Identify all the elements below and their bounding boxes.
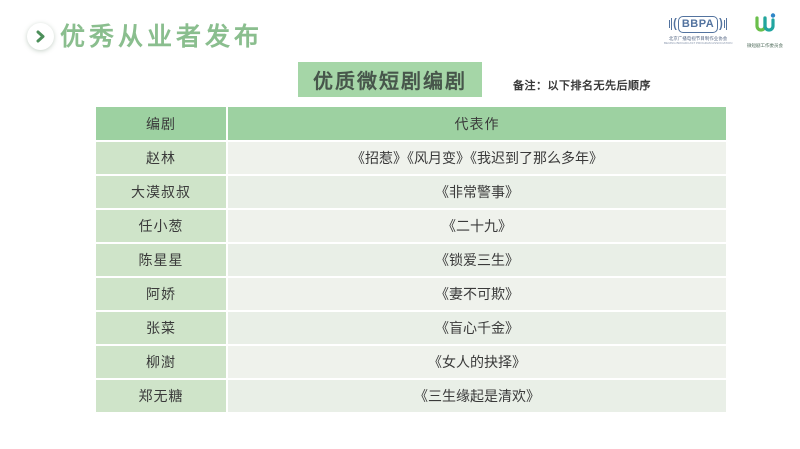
committee-logo: 微短剧工作委员会 xyxy=(738,12,792,48)
screenwriter-works: 《非常警事》 xyxy=(228,176,726,208)
screenwriter-name: 柳澍 xyxy=(96,346,226,378)
bbpa-logo: ( BBPA ) 北京广播电视节目制作业协会 BEIJING BROADCAST… xyxy=(664,14,732,45)
section-title: 优质微短剧编剧 xyxy=(298,62,482,97)
soundwave-right-icon xyxy=(723,18,727,30)
committee-caption: 微短剧工作委员会 xyxy=(747,43,783,48)
screenwriter-works: 《盲心千金》 xyxy=(228,312,726,344)
paren-left-icon: ( xyxy=(673,16,677,32)
screenwriter-works: 《锁爱三生》 xyxy=(228,244,726,276)
paren-right-icon: ) xyxy=(719,16,723,32)
screenwriter-name: 阿娇 xyxy=(96,278,226,310)
screenwriter-name: 赵林 xyxy=(96,142,226,174)
screenwriter-works: 《二十九》 xyxy=(228,210,726,242)
table-row: 任小葱 《二十九》 xyxy=(96,210,726,242)
section-note: 备注：以下排名无先后顺序 xyxy=(513,80,651,92)
screenwriter-works: 《女人的抉择》 xyxy=(228,346,726,378)
screenwriter-works: 《妻不可欺》 xyxy=(228,278,726,310)
table-row: 大漠叔叔 《非常警事》 xyxy=(96,176,726,208)
table-row: 张菜 《盲心千金》 xyxy=(96,312,726,344)
bbpa-acronym: BBPA xyxy=(677,15,719,33)
wj-mark-icon xyxy=(755,13,776,32)
table-row: 赵林 《招惹》《风月变》《我迟到了那么多年》 xyxy=(96,142,726,174)
soundwave-left-icon xyxy=(669,18,673,30)
header-screenwriter: 编剧 xyxy=(96,107,226,140)
screenwriter-name: 陈星星 xyxy=(96,244,226,276)
page-title: 优秀从业者发布 xyxy=(60,23,264,51)
screenwriters-table: 编剧 代表作 赵林 《招惹》《风月变》《我迟到了那么多年》 大漠叔叔 《非常警事… xyxy=(94,105,728,414)
screenwriter-works: 《三生缘起是清欢》 xyxy=(228,380,726,412)
table-row: 郑无糖 《三生缘起是清欢》 xyxy=(96,380,726,412)
screenwriter-name: 任小葱 xyxy=(96,210,226,242)
chevron-right-icon xyxy=(27,23,54,50)
bbpa-caption-en: BEIJING BROADCAST PROGRAM ASSOCIATION xyxy=(664,41,733,45)
table-row: 柳澍 《女人的抉择》 xyxy=(96,346,726,378)
bbpa-caption: 北京广播电视节目制作业协会 xyxy=(668,36,728,41)
header-works: 代表作 xyxy=(228,107,726,140)
screenwriter-works: 《招惹》《风月变》《我迟到了那么多年》 xyxy=(228,142,726,174)
table-header-row: 编剧 代表作 xyxy=(96,107,726,140)
bbpa-logo-mark: ( BBPA ) xyxy=(664,14,732,34)
screenwriter-name: 张菜 xyxy=(96,312,226,344)
screenwriter-name: 大漠叔叔 xyxy=(96,176,226,208)
screenwriter-name: 郑无糖 xyxy=(96,380,226,412)
table-row: 阿娇 《妻不可欺》 xyxy=(96,278,726,310)
table-row: 陈星星 《锁爱三生》 xyxy=(96,244,726,276)
